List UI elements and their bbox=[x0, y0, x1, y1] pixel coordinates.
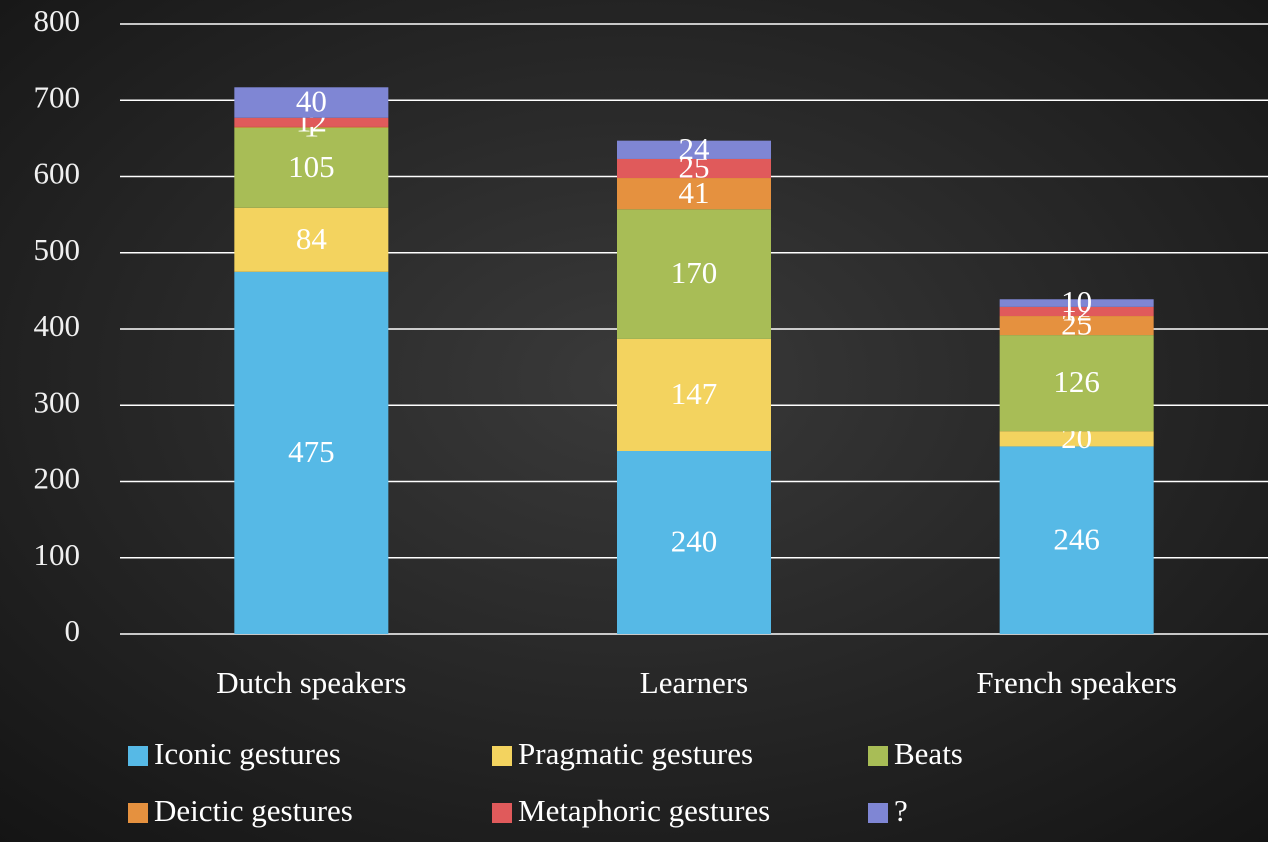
legend-label: Metaphoric gestures bbox=[518, 793, 770, 828]
legend-label: Pragmatic gestures bbox=[518, 736, 753, 771]
y-tick-label: 800 bbox=[34, 3, 81, 38]
data-label: 170 bbox=[671, 255, 718, 290]
data-label: 147 bbox=[671, 376, 718, 411]
legend-swatch bbox=[492, 803, 512, 823]
bar-segment bbox=[234, 207, 389, 272]
bar-segment bbox=[234, 126, 389, 128]
y-tick-label: 700 bbox=[34, 79, 81, 114]
bar-segment bbox=[999, 431, 1154, 447]
bar-segment bbox=[617, 338, 771, 451]
legend-swatch bbox=[868, 746, 888, 766]
legend-label: Iconic gestures bbox=[154, 736, 341, 771]
bar-segment bbox=[234, 87, 389, 118]
data-label: 126 bbox=[1053, 364, 1100, 399]
legend-label: Deictic gestures bbox=[154, 793, 353, 828]
y-tick-label: 400 bbox=[34, 308, 81, 343]
x-tick-label: Dutch speakers bbox=[216, 665, 406, 700]
bar-segment bbox=[617, 158, 771, 179]
data-label: 240 bbox=[671, 524, 718, 559]
legend-label: Beats bbox=[894, 736, 963, 771]
bar-segment bbox=[999, 316, 1154, 336]
y-tick-label: 500 bbox=[34, 232, 81, 267]
bar-segment bbox=[999, 299, 1154, 307]
bar-segment bbox=[617, 140, 771, 159]
legend-swatch bbox=[492, 746, 512, 766]
legend-swatch bbox=[128, 803, 148, 823]
x-tick-label: Learners bbox=[640, 665, 748, 700]
y-tick-label: 600 bbox=[34, 156, 81, 191]
bar-segment bbox=[999, 446, 1154, 634]
y-tick-label: 200 bbox=[34, 461, 81, 496]
bar-segment bbox=[234, 271, 389, 634]
y-tick-label: 300 bbox=[34, 384, 81, 419]
bar-segment bbox=[617, 178, 771, 210]
bar-segment bbox=[617, 451, 771, 634]
data-label: 246 bbox=[1053, 521, 1100, 556]
data-label: 41 bbox=[679, 175, 710, 210]
legend-swatch bbox=[128, 746, 148, 766]
y-tick-label: 0 bbox=[65, 613, 81, 648]
y-tick-label: 100 bbox=[34, 537, 81, 572]
data-label: 84 bbox=[296, 221, 328, 256]
bar-segment bbox=[234, 127, 389, 208]
data-label: 475 bbox=[288, 434, 335, 469]
bar-segment bbox=[234, 117, 389, 127]
data-label: 24 bbox=[679, 131, 711, 166]
data-label: 40 bbox=[296, 84, 327, 119]
x-tick-label: French speakers bbox=[976, 665, 1177, 700]
data-label: 105 bbox=[288, 149, 335, 184]
legend-label: ? bbox=[894, 793, 908, 828]
bar-segment bbox=[617, 209, 771, 339]
bar-segment bbox=[999, 335, 1154, 432]
data-label: 10 bbox=[1061, 284, 1092, 319]
bar-segment bbox=[999, 306, 1154, 317]
data-label: 12 bbox=[1061, 293, 1092, 328]
legend-swatch bbox=[868, 803, 888, 823]
